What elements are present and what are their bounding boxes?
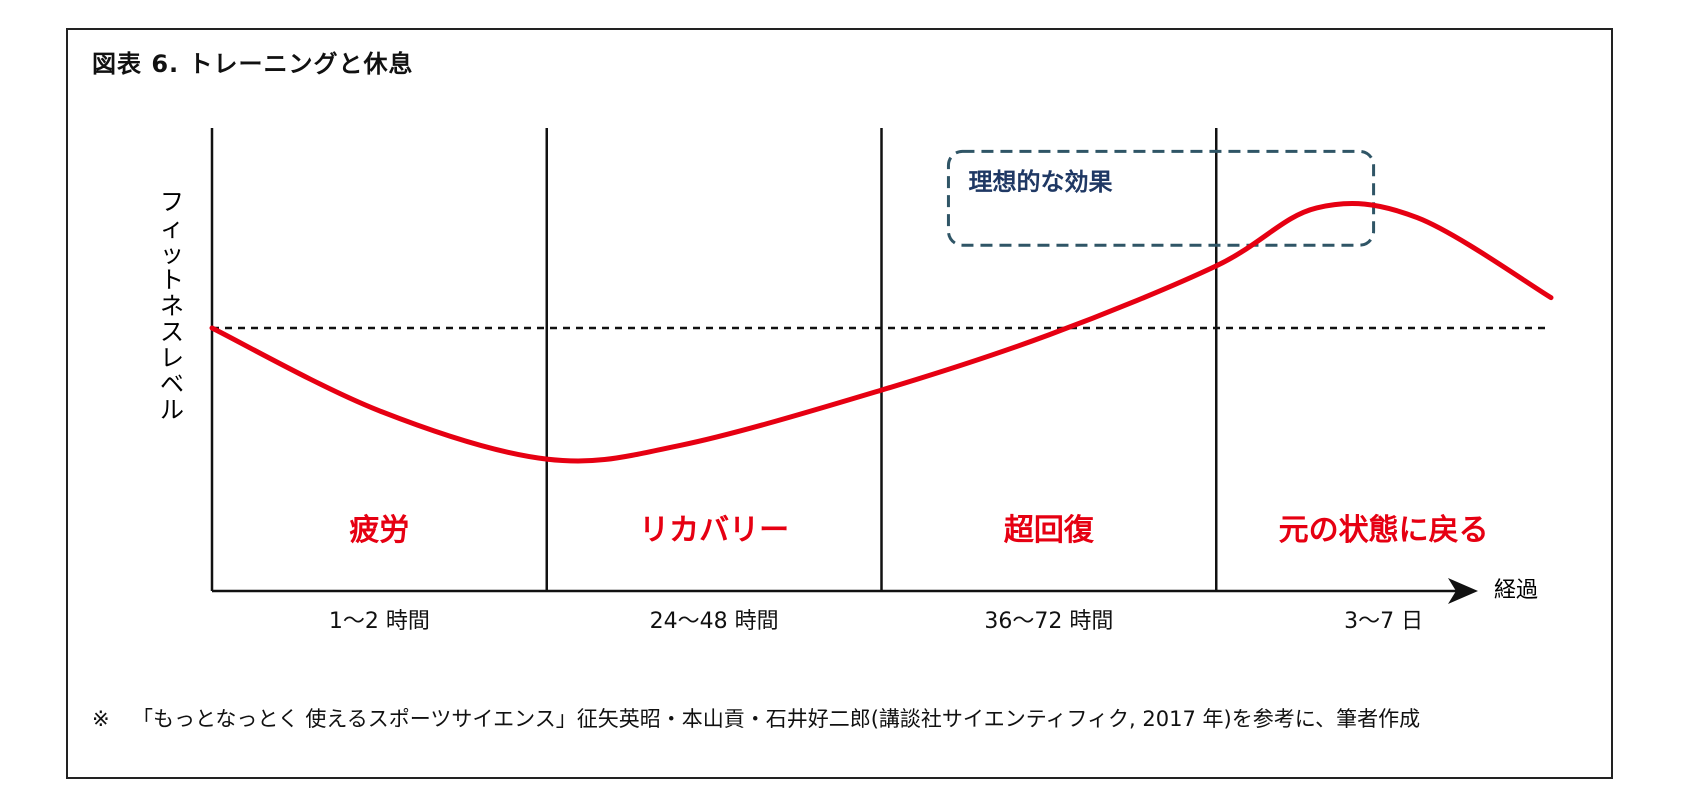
ideal-effect-box: [946, 149, 1376, 247]
duration-label: 3～7 日: [1344, 609, 1423, 634]
fitness-curve: [209, 201, 1554, 464]
y-axis-label: フィットネスレベル: [160, 188, 184, 424]
phase-labels: 疲労 リカバリー 超回復 元の状態に戻る: [349, 513, 1488, 548]
phase-label: 疲労: [349, 513, 409, 548]
phase-label: 超回復: [1004, 513, 1095, 548]
ideal-effect-label: 理想的な効果: [969, 168, 1113, 196]
figure-title: 図表 6. トレーニングと休息: [92, 50, 414, 78]
phase-dividers: [545, 128, 1218, 591]
x-axis-label: 経過: [1494, 578, 1538, 603]
duration-label: 36～72 時間: [984, 609, 1113, 634]
figure-frame: [66, 28, 1613, 779]
x-axis-arrow-icon: [1448, 578, 1478, 604]
footnote: ※ 「もっとなっとく 使えるスポーツサイエンス」征矢英昭・本山貢・石井好二郎(講談…: [92, 704, 1592, 734]
duration-labels: 1～2 時間 24～48 時間 36～72 時間 3～7 日: [329, 609, 1423, 634]
duration-label: 24～48 時間: [650, 609, 779, 634]
duration-label: 1～2 時間: [329, 609, 430, 634]
footnote-text: 「もっとなっとく 使えるスポーツサイエンス」征矢英昭・本山貢・石井好二郎(講談社…: [132, 707, 1421, 731]
footnote-mark: ※: [92, 707, 110, 731]
phase-label: 元の状態に戻る: [1279, 513, 1489, 548]
chart-axes: [210, 128, 1456, 593]
phase-label: リカバリー: [639, 513, 789, 548]
